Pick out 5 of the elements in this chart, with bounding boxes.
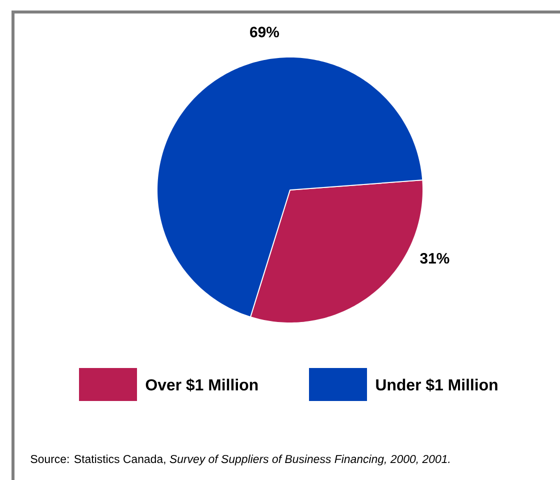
source-note: Source: Statistics Canada, Survey of Suppliers of Business Financing, 2000, 2001. <box>30 454 450 466</box>
data-label: 69% <box>250 26 280 38</box>
legend-label: Over $1 Million <box>146 378 258 392</box>
legend-label: Under $1 Million <box>376 378 498 392</box>
data-label: 31% <box>420 253 450 264</box>
